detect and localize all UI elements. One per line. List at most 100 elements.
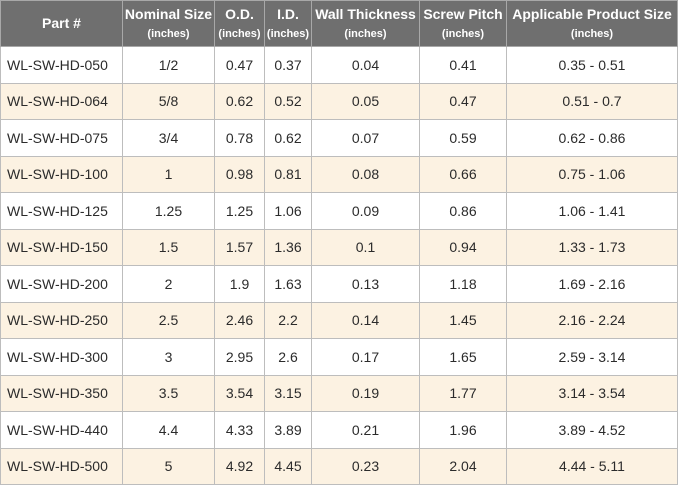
cell-applicable-product-size: 0.75 - 1.06 <box>506 155 678 193</box>
table-row: WL-SW-HD-064 5/8 0.62 0.52 0.05 0.47 0.51 - 0.… <box>0 82 678 120</box>
cell-wall-thickness: 0.17 <box>311 338 420 376</box>
cell-part-number: WL-SW-HD-200 <box>0 265 123 303</box>
table-row: WL-SW-HD-300 3 2.95 2.6 0.17 1.65 2.59 - 3.14 <box>0 338 678 376</box>
table-row: WL-SW-HD-125 1.25 1.25 1.06 0.09 0.86 1.06 - 1… <box>0 192 678 230</box>
cell-screw-pitch: 0.41 <box>419 46 507 84</box>
column-header-label: Part # <box>42 15 81 31</box>
column-header-label: O.D. <box>225 5 254 22</box>
cell-applicable-product-size: 2.16 - 2.24 <box>506 301 678 339</box>
cell-wall-thickness: 0.07 <box>311 119 420 157</box>
cell-wall-thickness: 0.23 <box>311 447 420 485</box>
table-row: WL-SW-HD-200 2 1.9 1.63 0.13 1.18 1.69 - 2.16 <box>0 265 678 303</box>
cell-id: 0.81 <box>264 155 312 193</box>
cell-applicable-product-size: 1.69 - 2.16 <box>506 265 678 303</box>
cell-od: 4.33 <box>214 411 265 449</box>
cell-id: 0.62 <box>264 119 312 157</box>
cell-wall-thickness: 0.21 <box>311 411 420 449</box>
column-header-unit: (inches) <box>266 27 310 40</box>
cell-screw-pitch: 0.59 <box>419 119 507 157</box>
cell-id: 2.2 <box>264 301 312 339</box>
cell-nominal-size: 1.25 <box>122 192 215 230</box>
cell-wall-thickness: 0.13 <box>311 265 420 303</box>
cell-od: 4.92 <box>214 447 265 485</box>
cell-applicable-product-size: 2.59 - 3.14 <box>506 338 678 376</box>
cell-screw-pitch: 0.86 <box>419 192 507 230</box>
table-row: WL-SW-HD-100 1 0.98 0.81 0.08 0.66 0.75 - 1.06 <box>0 155 678 193</box>
cell-screw-pitch: 2.04 <box>419 447 507 485</box>
cell-id: 1.36 <box>264 228 312 266</box>
column-header-unit: (inches) <box>344 27 387 40</box>
cell-od: 1.25 <box>214 192 265 230</box>
column-header-unit: (inches) <box>218 27 261 40</box>
cell-applicable-product-size: 4.44 - 5.11 <box>506 447 678 485</box>
table-body: WL-SW-HD-050 1/2 0.47 0.37 0.04 0.41 0.35 - 0.… <box>0 46 678 485</box>
cell-part-number: WL-SW-HD-064 <box>0 82 123 120</box>
cell-wall-thickness: 0.14 <box>311 301 420 339</box>
cell-wall-thickness: 0.09 <box>311 192 420 230</box>
cell-nominal-size: 5 <box>122 447 215 485</box>
column-header-unit: (inches) <box>441 27 485 40</box>
header-row: Part # Nominal Size (inches) O.D. (inches) I.… <box>0 0 678 47</box>
cell-wall-thickness: 0.1 <box>311 228 420 266</box>
cell-applicable-product-size: 0.62 - 0.86 <box>506 119 678 157</box>
cell-od: 0.98 <box>214 155 265 193</box>
table-row: WL-SW-HD-050 1/2 0.47 0.37 0.04 0.41 0.35 - 0.… <box>0 46 678 84</box>
cell-id: 1.63 <box>264 265 312 303</box>
cell-nominal-size: 2 <box>122 265 215 303</box>
cell-screw-pitch: 0.47 <box>419 82 507 120</box>
cell-part-number: WL-SW-HD-440 <box>0 411 123 449</box>
cell-wall-thickness: 0.19 <box>311 374 420 412</box>
cell-od: 2.95 <box>214 338 265 376</box>
cell-applicable-product-size: 1.06 - 1.41 <box>506 192 678 230</box>
cell-nominal-size: 5/8 <box>122 82 215 120</box>
cell-id: 4.45 <box>264 447 312 485</box>
table-row: WL-SW-HD-500 5 4.92 4.45 0.23 2.04 4.44 - 5.11 <box>0 447 678 485</box>
cell-id: 0.37 <box>264 46 312 84</box>
cell-part-number: WL-SW-HD-500 <box>0 447 123 485</box>
cell-screw-pitch: 1.65 <box>419 338 507 376</box>
column-header-nominal-size: Nominal Size (inches) <box>122 0 215 47</box>
table-header: Part # Nominal Size (inches) O.D. (inches) I.… <box>0 0 678 47</box>
cell-od: 1.57 <box>214 228 265 266</box>
table-row: WL-SW-HD-350 3.5 3.54 3.15 0.19 1.77 3.14 - 3.… <box>0 374 678 412</box>
cell-wall-thickness: 0.04 <box>311 46 420 84</box>
cell-part-number: WL-SW-HD-300 <box>0 338 123 376</box>
cell-part-number: WL-SW-HD-150 <box>0 228 123 266</box>
column-header-label: I.D. <box>277 5 299 22</box>
cell-part-number: WL-SW-HD-100 <box>0 155 123 193</box>
cell-od: 2.46 <box>214 301 265 339</box>
cell-applicable-product-size: 3.89 - 4.52 <box>506 411 678 449</box>
column-header-part-number: Part # <box>0 0 123 47</box>
cell-id: 3.89 <box>264 411 312 449</box>
table-row: WL-SW-HD-150 1.5 1.57 1.36 0.1 0.94 1.33 - 1.7… <box>0 228 678 266</box>
cell-screw-pitch: 1.18 <box>419 265 507 303</box>
column-header-label: Nominal Size <box>124 5 213 22</box>
cell-screw-pitch: 1.96 <box>419 411 507 449</box>
cell-od: 1.9 <box>214 265 265 303</box>
column-header-od: O.D. (inches) <box>214 0 265 47</box>
cell-id: 1.06 <box>264 192 312 230</box>
cell-part-number: WL-SW-HD-125 <box>0 192 123 230</box>
cell-nominal-size: 3 <box>122 338 215 376</box>
cell-applicable-product-size: 0.35 - 0.51 <box>506 46 678 84</box>
cell-nominal-size: 1/2 <box>122 46 215 84</box>
column-header-wall-thickness: Wall Thickness (inches) <box>311 0 420 47</box>
cell-nominal-size: 3.5 <box>122 374 215 412</box>
cell-nominal-size: 1 <box>122 155 215 193</box>
column-header-label: Wall Thickness <box>315 5 416 22</box>
cell-id: 0.52 <box>264 82 312 120</box>
cell-applicable-product-size: 1.33 - 1.73 <box>506 228 678 266</box>
table-row: WL-SW-HD-075 3/4 0.78 0.62 0.07 0.59 0.62 - 0.… <box>0 119 678 157</box>
cell-wall-thickness: 0.08 <box>311 155 420 193</box>
cell-nominal-size: 4.4 <box>122 411 215 449</box>
cell-od: 3.54 <box>214 374 265 412</box>
cell-id: 2.6 <box>264 338 312 376</box>
cell-wall-thickness: 0.05 <box>311 82 420 120</box>
cell-nominal-size: 2.5 <box>122 301 215 339</box>
column-header-applicable-product-size: Applicable Product Size (inches) <box>506 0 678 47</box>
cell-nominal-size: 3/4 <box>122 119 215 157</box>
cell-part-number: WL-SW-HD-250 <box>0 301 123 339</box>
table-row: WL-SW-HD-250 2.5 2.46 2.2 0.14 1.45 2.16 - 2.2… <box>0 301 678 339</box>
cell-part-number: WL-SW-HD-050 <box>0 46 123 84</box>
cell-screw-pitch: 0.94 <box>419 228 507 266</box>
